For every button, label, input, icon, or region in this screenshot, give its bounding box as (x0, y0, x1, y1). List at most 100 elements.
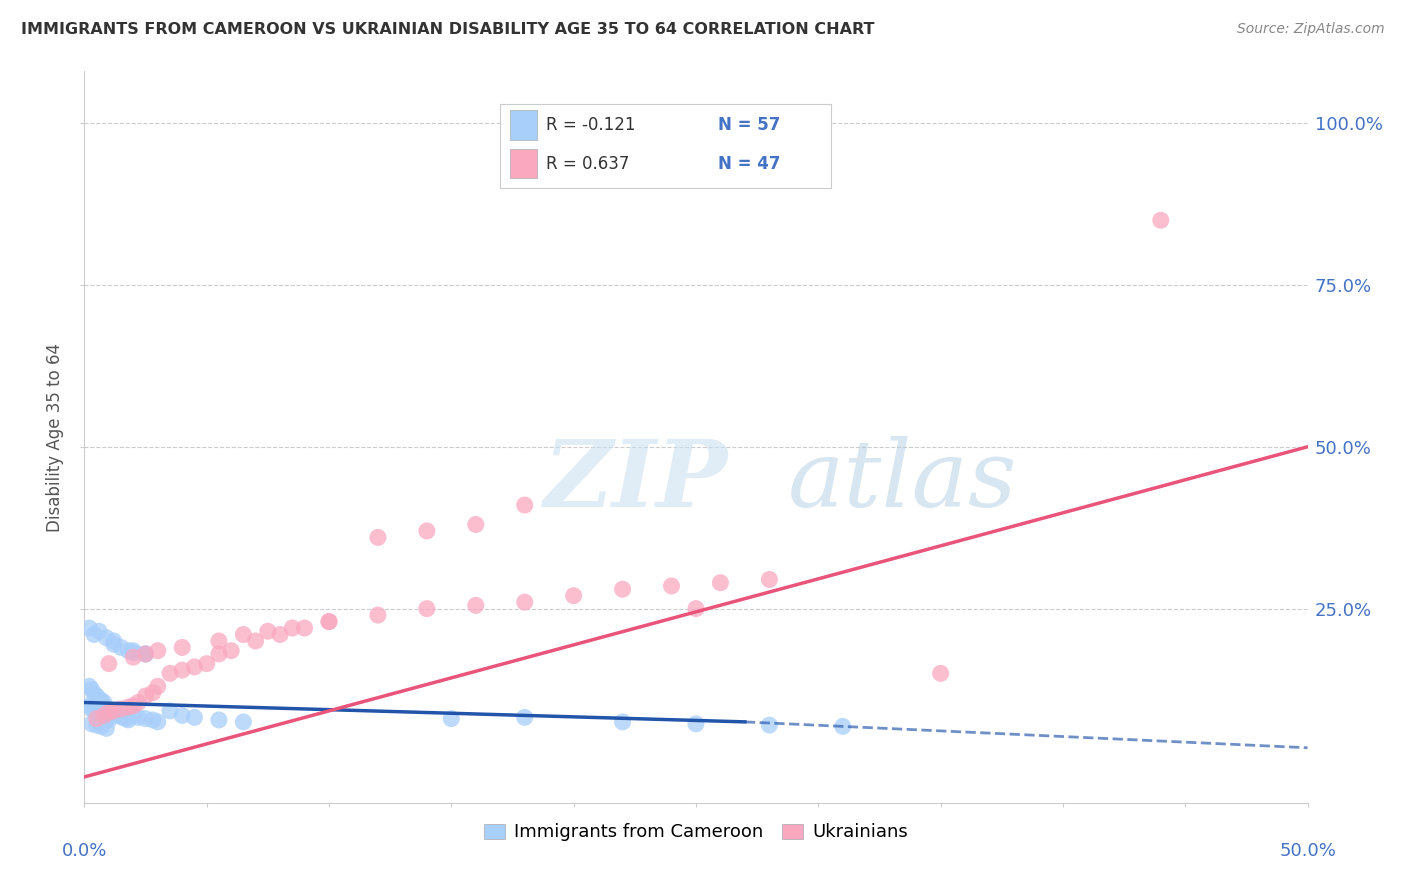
Point (117, 700, 139, 714)
Point (96, 631, 118, 645)
Point (83, 687, 105, 701)
Y-axis label: Disability Age 35 to 64: Disability Age 35 to 64 (46, 343, 65, 532)
Point (87, 708, 110, 723)
Point (464, 517, 486, 532)
Point (83, 627, 105, 641)
Point (93, 710, 115, 724)
Point (208, 713, 231, 727)
Point (146, 679, 169, 693)
Point (142, 713, 165, 727)
Point (107, 708, 129, 723)
Point (464, 599, 486, 613)
Point (80, 716, 103, 731)
Point (77, 621, 100, 635)
Point (1150, 213, 1173, 227)
Point (612, 714, 634, 729)
Point (612, 582, 634, 597)
Point (709, 575, 731, 590)
Point (135, 647, 157, 661)
Point (127, 696, 149, 710)
Point (159, 666, 181, 681)
Point (93, 696, 115, 710)
Point (513, 498, 536, 512)
Point (122, 698, 145, 713)
Point (86, 718, 108, 732)
Text: ZIP: ZIP (543, 436, 727, 526)
Point (110, 702, 132, 716)
Point (112, 710, 135, 724)
Point (83, 704, 105, 718)
Point (172, 708, 194, 723)
Text: 50.0%: 50.0% (1279, 842, 1336, 860)
Point (416, 524, 439, 538)
Point (86, 712, 108, 726)
Point (195, 657, 218, 671)
Point (758, 718, 780, 732)
Point (146, 643, 169, 657)
Point (105, 706, 128, 721)
Point (562, 589, 585, 603)
Point (135, 647, 157, 661)
Point (93, 708, 115, 723)
Point (103, 704, 125, 718)
Point (513, 595, 536, 609)
Point (269, 627, 291, 641)
Point (96, 722, 118, 736)
Point (281, 621, 304, 635)
Point (294, 621, 316, 635)
Point (159, 704, 181, 718)
Point (117, 643, 139, 657)
Point (758, 573, 780, 587)
Point (122, 646, 145, 660)
Text: Source: ZipAtlas.com: Source: ZipAtlas.com (1237, 22, 1385, 37)
Point (135, 647, 157, 661)
Point (97, 705, 120, 719)
Point (77, 679, 100, 693)
Point (367, 530, 389, 544)
Point (183, 660, 205, 674)
Point (127, 710, 149, 724)
Point (661, 579, 683, 593)
Point (97, 713, 120, 727)
Point (117, 713, 139, 727)
Point (318, 615, 340, 629)
Point (135, 712, 157, 726)
Point (86, 705, 108, 719)
Point (513, 710, 536, 724)
Point (232, 627, 254, 641)
Point (208, 634, 231, 648)
Point (90, 706, 112, 721)
Point (208, 647, 231, 661)
Point (86, 689, 108, 703)
Text: atlas: atlas (787, 436, 1017, 526)
Text: IMMIGRANTS FROM CAMEROON VS UKRAINIAN DISABILITY AGE 35 TO 64 CORRELATION CHART: IMMIGRANTS FROM CAMEROON VS UKRAINIAN DI… (21, 22, 875, 37)
Point (103, 634, 125, 648)
Point (122, 708, 145, 723)
Point (172, 640, 194, 655)
Point (257, 624, 280, 639)
Point (219, 643, 242, 657)
Point (97, 657, 120, 671)
Point (122, 650, 145, 665)
Point (80, 682, 103, 697)
Point (110, 640, 132, 655)
Point (122, 643, 145, 657)
Point (440, 712, 463, 726)
Point (685, 716, 707, 731)
Point (96, 712, 118, 726)
Point (103, 705, 125, 719)
Point (87, 692, 110, 706)
Point (416, 601, 439, 615)
Point (100, 704, 122, 718)
Point (90, 719, 112, 733)
Point (245, 634, 267, 648)
Point (97, 702, 120, 716)
Point (685, 601, 707, 615)
Point (831, 719, 853, 733)
Point (183, 710, 205, 724)
Point (87, 624, 110, 639)
Point (115, 712, 138, 726)
Point (90, 693, 112, 707)
Point (103, 637, 125, 651)
Point (367, 608, 389, 623)
